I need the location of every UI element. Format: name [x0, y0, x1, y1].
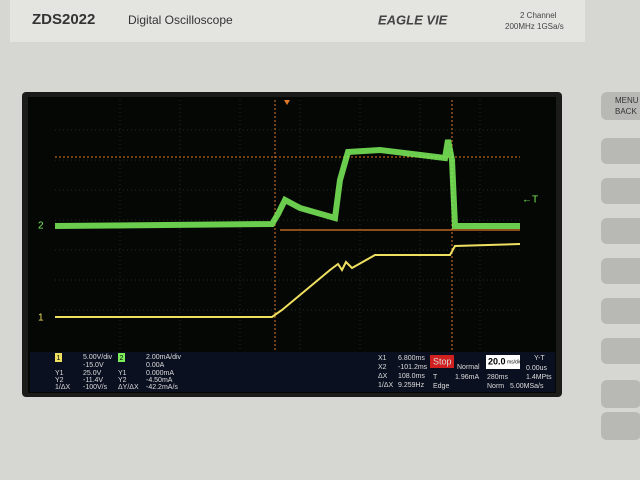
trigger-mode: Normal: [457, 364, 480, 371]
run-state: Stop: [433, 356, 452, 366]
grid: [55, 100, 520, 350]
trigger-value: 1.96mA: [455, 374, 479, 381]
delay: 280ms: [487, 374, 509, 381]
status: 1 5.00V/div-15.0V Y1 25.0V Y2 -11.4V 1/ΔX -100V…: [55, 353, 552, 391]
display-mode: Y-T: [534, 355, 545, 362]
row-label: Y2: [118, 377, 127, 384]
cursor-label: X1: [378, 355, 387, 362]
row-value: -100V/s: [83, 384, 108, 391]
points: 1.4MPts: [526, 374, 552, 381]
channel-offset: 0.00A: [146, 362, 165, 369]
ch2-marker: 2: [38, 221, 44, 232]
side-buttons: [601, 92, 640, 440]
timebase-unit: ms/div: [507, 359, 522, 365]
row-label: 1/ΔX: [55, 384, 71, 391]
acquisition: Norm: [487, 383, 504, 390]
channel-number: 1: [57, 355, 61, 362]
ch1-trace: [55, 243, 521, 318]
channel-scale: 2.00mA/div: [146, 354, 182, 361]
cursor-value: -101.2ms: [398, 364, 428, 371]
row-value: 0.000mA: [146, 370, 174, 377]
cursor-label: X2: [378, 364, 387, 371]
channel-badge: [118, 353, 125, 362]
timebase: 20.0: [488, 356, 506, 366]
spec: 200MHz 1GSa/s: [505, 22, 564, 31]
logo: EAGLE VIE: [378, 12, 448, 27]
ch2-trace: [54, 139, 520, 229]
channel-offset: -15.0V: [83, 362, 104, 369]
row-value: -4.50mA: [146, 377, 173, 384]
timebase-badge: [486, 355, 520, 369]
status-bar: [30, 352, 555, 392]
trigger-pos: [284, 100, 290, 105]
row-label: Y1: [118, 370, 127, 377]
channel-number: 2: [120, 355, 124, 362]
top-panel: [10, 0, 585, 42]
row-label: Y2: [55, 377, 64, 384]
row-value: -42.2mA/s: [146, 384, 178, 391]
channels: 2 Channel: [520, 11, 557, 20]
sample-rate: 5.00MSa/s: [510, 383, 544, 390]
menu-button[interactable]: MENU: [615, 96, 639, 105]
row-value: -11.4V: [83, 377, 103, 384]
row-value: 25.0V: [83, 370, 102, 377]
cursor-label: 1/ΔX: [378, 382, 394, 389]
back-button[interactable]: BACK: [615, 107, 637, 116]
trigger-marker: ←T: [522, 195, 538, 206]
channel-badge: [55, 353, 62, 362]
ch1-marker: 1: [38, 313, 44, 324]
cursor-value: 108.0ms: [398, 373, 425, 380]
row-label: ΔY/ΔX: [118, 384, 139, 391]
cursor-value: 6.800ms: [398, 355, 425, 362]
trigger-label: T: [433, 374, 438, 381]
subtitle: Digital Oscilloscope: [128, 13, 233, 27]
channel-scale: 5.00V/div: [83, 354, 113, 361]
cursor-label: ΔX: [378, 373, 388, 380]
run-badge: [430, 355, 454, 368]
trigger-type: Edge: [433, 383, 449, 390]
brand: ZDS2022: [32, 11, 95, 28]
row-label: Y1: [55, 370, 64, 377]
cursor-value: 9.259Hz: [398, 382, 425, 389]
position: 0.00us: [526, 365, 548, 372]
